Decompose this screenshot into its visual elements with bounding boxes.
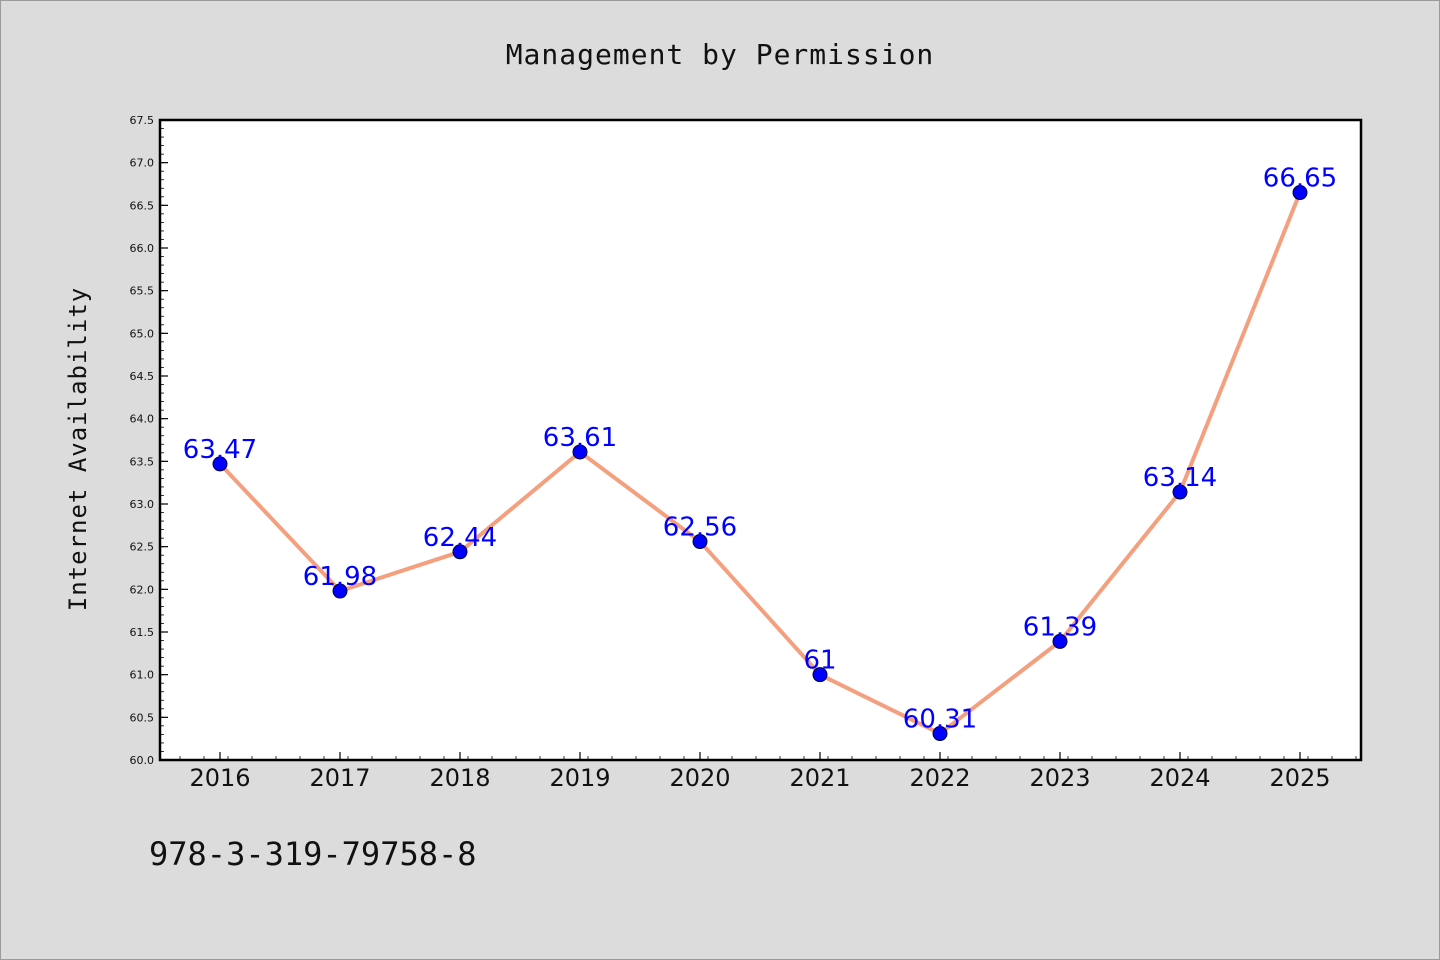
- data-point: [572, 444, 588, 460]
- data-point: [1052, 633, 1068, 649]
- data-label: 62.44: [423, 523, 497, 553]
- y-tick-label: 62.0: [130, 583, 155, 596]
- data-point: [332, 583, 348, 599]
- data-point: [1172, 484, 1188, 500]
- y-tick-label: 64.0: [130, 413, 155, 426]
- data-point: [932, 726, 948, 742]
- data-label: 63.47: [183, 435, 257, 465]
- y-tick-label: 66.0: [130, 242, 155, 255]
- data-point: [452, 544, 468, 560]
- x-tick-label: 2021: [789, 764, 850, 792]
- y-tick-label: 61.0: [130, 669, 155, 682]
- data-label: 63.14: [1143, 463, 1217, 493]
- y-axis-label: Internet Availability: [64, 287, 92, 611]
- data-label: 62.56: [663, 513, 737, 543]
- series-line: [218, 190, 1302, 736]
- series-line-group: [218, 190, 1302, 736]
- x-tick-label: 2018: [429, 764, 490, 792]
- y-tick-label: 60.5: [130, 711, 155, 724]
- x-tick-label: 2017: [309, 764, 370, 792]
- x-axis: 2016 2017 2018 2019 2020 2021 2022 2023 2024 2025: [179, 752, 1357, 792]
- data-label-group: 63.47 61.98 62.44 63.61 62.56 61 60.31 61.39 63.…: [183, 164, 1337, 735]
- y-tick-label: 64.5: [130, 370, 155, 383]
- y-tick-label: 66.5: [130, 199, 155, 212]
- data-label: 61: [803, 646, 836, 676]
- y-tick-label: 61.5: [130, 626, 155, 639]
- isbn-footer: 978-3-319-79758-8: [149, 835, 477, 873]
- data-point: [812, 667, 828, 683]
- y-tick-label: 67.5: [130, 114, 155, 127]
- y-tick-label: 60.0: [130, 754, 155, 767]
- x-tick-label: 2023: [1029, 764, 1090, 792]
- data-point: [692, 534, 708, 550]
- data-point: [1292, 185, 1308, 201]
- data-label: 61.98: [303, 562, 377, 592]
- x-tick-label: 2025: [1269, 764, 1330, 792]
- x-tick-label: 2019: [549, 764, 610, 792]
- y-axis: 60.0 60.5 61.0 61.5 62.0 62.5 63.0 63.5 64.0 64.5…: [130, 114, 168, 767]
- chart-title: Management by Permission: [506, 38, 935, 71]
- data-label: 66.65: [1263, 164, 1337, 194]
- data-label: 61.39: [1023, 612, 1097, 642]
- x-tick-label: 2022: [909, 764, 970, 792]
- data-point: [212, 456, 228, 472]
- y-tick-label: 63.0: [130, 498, 155, 511]
- y-tick-label: 67.0: [130, 157, 155, 170]
- marker-group: [212, 185, 1308, 742]
- data-label: 63.61: [543, 423, 617, 453]
- y-tick-label: 63.5: [130, 455, 155, 468]
- y-tick-label: 65.0: [130, 327, 155, 340]
- data-label: 60.31: [903, 705, 977, 735]
- x-tick-label: 2020: [669, 764, 730, 792]
- plot-area: [158, 118, 1363, 762]
- y-tick-label: 62.5: [130, 541, 155, 554]
- y-tick-label: 65.5: [130, 285, 155, 298]
- x-tick-label: 2024: [1149, 764, 1210, 792]
- x-tick-label: 2016: [189, 764, 250, 792]
